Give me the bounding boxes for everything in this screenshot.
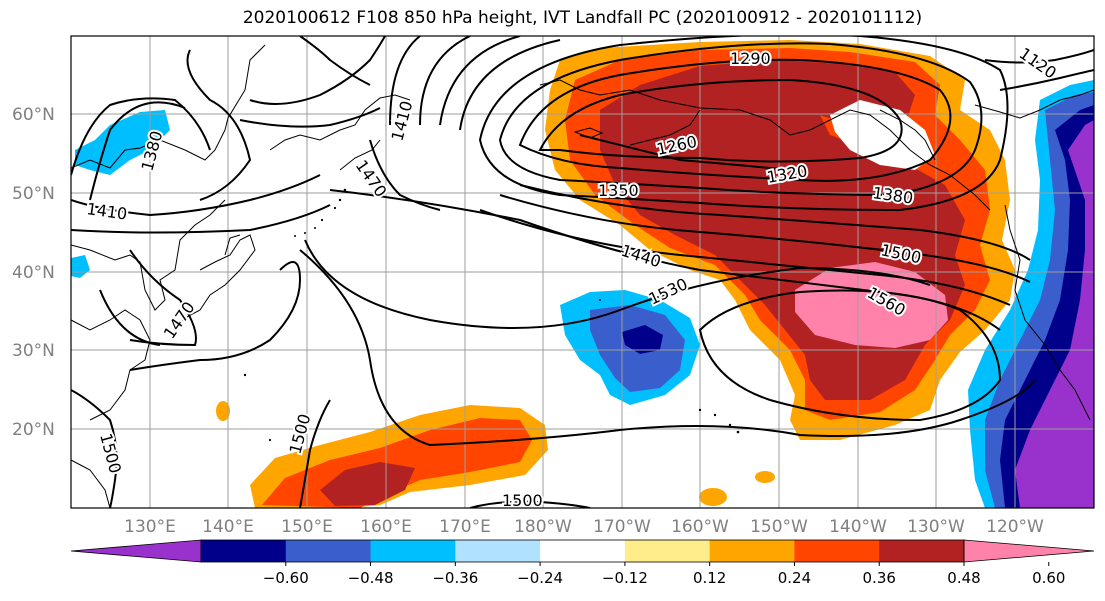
map-frame — [70, 35, 1095, 509]
colorbar-segment — [201, 540, 287, 562]
colorbar-tick-label: 0.60 — [1032, 569, 1065, 587]
map-area — [71, 36, 1094, 508]
colorbar: −0.60 −0.48 −0.36 −0.24 −0.12 0.12 0.24 0.36 0.4… — [70, 539, 1095, 587]
lon-label: 120°W — [986, 517, 1044, 537]
colorbar-segment — [709, 540, 795, 562]
colorbar-tick-label: −0.24 — [517, 569, 563, 587]
lon-label: 140°W — [829, 517, 887, 537]
colorbar-tick-label: 0.48 — [947, 569, 980, 587]
colorbar-tick-label: 0.12 — [693, 569, 726, 587]
coastlines — [71, 44, 1094, 508]
colorbar-segment — [879, 540, 965, 562]
lon-label: 170°E — [439, 517, 491, 537]
figure-title: 2020100612 F108 850 hPa height, IVT Land… — [242, 8, 923, 28]
colorbar-segment — [285, 540, 372, 562]
colorbar-tick-label: −0.12 — [602, 569, 648, 587]
colorbar-tick-label: −0.60 — [263, 569, 309, 587]
height-contours — [71, 36, 1094, 508]
lon-label: 130°E — [124, 517, 176, 537]
ivt-positive-small-1 — [216, 401, 230, 421]
lat-label: 60°N — [12, 105, 55, 125]
colorbar-extend-high — [963, 539, 1095, 563]
colorbar-tick-label: 0.36 — [863, 569, 896, 587]
ivt-positive-0.48-south — [320, 462, 415, 506]
colorbar-frame — [200, 539, 965, 563]
ivt-positive-small-2 — [755, 471, 775, 483]
lon-label: 180°W — [514, 517, 572, 537]
lon-label: 140°E — [202, 517, 254, 537]
contour-label: 1290 — [730, 49, 771, 68]
ivt-positive-small-3 — [699, 488, 727, 506]
lon-label: 130°W — [907, 517, 965, 537]
contour-label: 1500 — [502, 491, 543, 510]
lon-label: 160°W — [671, 517, 729, 537]
ivt-negative-0.12-gap — [830, 100, 935, 170]
lat-label: 20°N — [12, 420, 55, 440]
colorbar-extend-low — [70, 539, 202, 563]
lon-label: 170°W — [593, 517, 651, 537]
colorbar-segment — [794, 540, 880, 562]
ivt-negative-0.24-northwest — [75, 110, 170, 175]
lon-label: 160°E — [360, 517, 412, 537]
colorbar-segment — [455, 540, 541, 562]
lon-label: 150°W — [750, 517, 808, 537]
colorbar-segment — [540, 540, 626, 562]
contour-label: 1350 — [598, 181, 639, 200]
lat-label: 40°N — [12, 263, 55, 283]
lon-labels: 130°E 140°E 150°E 160°E 170°E 180°W 170°… — [124, 517, 1044, 537]
lat-label: 30°N — [12, 341, 55, 361]
lon-label: 150°E — [281, 517, 333, 537]
ivt-negative-0.60-east — [1015, 120, 1094, 508]
lat-label: 50°N — [12, 184, 55, 204]
colorbar-segment — [370, 540, 456, 562]
colorbar-tick-label: 0.24 — [778, 569, 811, 587]
colorbar-tick-label: −0.48 — [348, 569, 394, 587]
lat-labels: 60°N 50°N 40°N 30°N 20°N — [12, 105, 55, 440]
ivt-positive-0.60-core — [795, 262, 948, 348]
ivt-negative-0.48-central — [622, 325, 663, 354]
island-dots — [243, 188, 740, 442]
colorbar-segment — [624, 540, 711, 562]
colorbar-tick-label: −0.36 — [432, 569, 478, 587]
